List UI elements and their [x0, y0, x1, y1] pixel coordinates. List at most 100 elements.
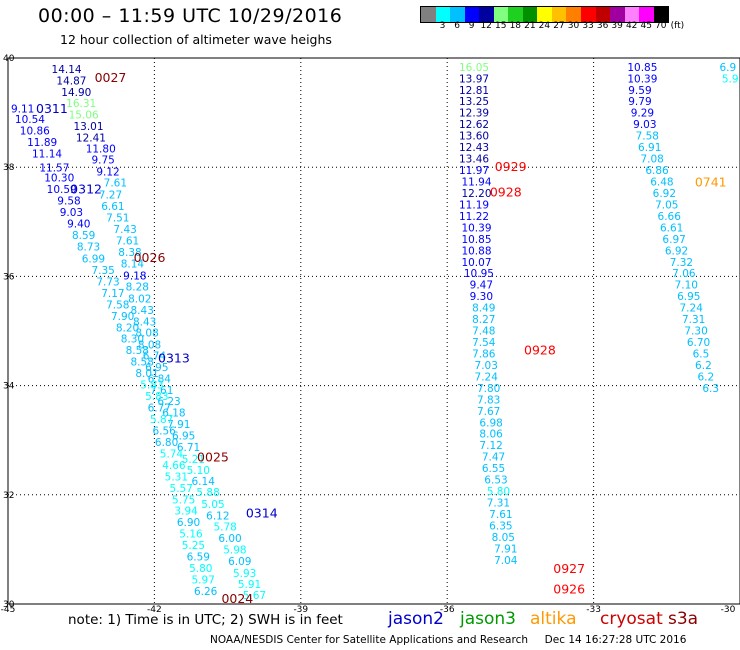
pass-time-label: 0024 [221, 591, 253, 606]
legend-label: 30 [567, 21, 580, 31]
wave-height-value: 10.39 [627, 73, 657, 85]
wave-height-value: 3.94 [174, 506, 198, 518]
x-tick-label: -30 [721, 605, 736, 615]
page-subtitle: 12 hour collection of altimeter wave hei… [60, 32, 332, 47]
wave-height-value: 6.99 [82, 253, 105, 265]
legend-swatch [435, 7, 451, 22]
wave-height-value: 6.86 [645, 165, 669, 177]
legend-label: 70 [655, 21, 667, 31]
x-tick-label: -42 [147, 605, 162, 615]
legend-label: 18 [509, 21, 522, 31]
wave-height-value: 8.43 [133, 316, 156, 328]
wave-height-value: 9.29 [631, 108, 654, 120]
wave-height-value: 8.08 [135, 328, 158, 340]
wave-height-value: 7.06 [672, 268, 696, 280]
wave-height-value: 13.60 [459, 131, 489, 143]
wave-height-value: 10.95 [464, 268, 494, 280]
wave-height-value: 7.61 [150, 385, 173, 397]
wave-height-value: 7.90 [111, 311, 134, 323]
wave-height-value: 6.35 [489, 520, 512, 532]
wave-height-value: 6.84 [148, 374, 172, 386]
wave-height-value: 5.05 [201, 499, 224, 511]
x-tick-label: -33 [586, 605, 601, 615]
wave-height-value: 10.86 [20, 126, 50, 138]
pass-time-label: 0025 [197, 450, 229, 465]
wave-height-value: 6.70 [687, 337, 710, 349]
wave-height-value: 8.14 [121, 258, 145, 270]
pass-time-label: 0926 [553, 581, 585, 596]
wave-height-value: 6.77 [148, 403, 171, 415]
wave-height-value: 16.05 [459, 62, 489, 74]
wave-height-value: 10.85 [627, 62, 657, 74]
plot-frame [7, 57, 740, 605]
wave-height-value: 10.54 [15, 114, 45, 126]
wave-height-value: 11.19 [459, 199, 489, 211]
wave-height-value: 7.31 [487, 498, 510, 510]
wave-height-value: 5.80 [487, 486, 510, 498]
wave-height-value: 6.74 [143, 351, 167, 363]
wave-height-value: 7.73 [96, 276, 119, 288]
mission-label-altika: altika [530, 609, 577, 629]
wave-height-value: 6.98 [479, 417, 502, 429]
wave-height-value: 14.87 [56, 75, 86, 87]
wave-height-value: 7.91 [167, 419, 190, 431]
wave-height-value: 7.61 [489, 509, 512, 521]
legend-swatch [653, 7, 669, 22]
wave-height-value: 9.11 [11, 103, 34, 115]
wave-height-value: 6.92 [665, 245, 688, 257]
wave-height-value: 8.27 [472, 314, 495, 326]
color-scale-labels: 3 6 9 12 15 18 21 24 27 30 33 36 39 42 45 70 (ft) [420, 21, 740, 35]
wave-height-value: 11.94 [461, 176, 491, 188]
wave-height-value: 6.48 [650, 176, 673, 188]
wave-height-value: 7.80 [477, 383, 500, 395]
wave-height-value: 8.30 [121, 334, 144, 346]
pass-time-label: 0313 [158, 350, 190, 365]
legend-swatch [610, 7, 625, 22]
wave-height-value: 9.12 [96, 167, 119, 179]
pass-time-label: 0927 [553, 561, 585, 576]
wave-height-value: 6.14 [192, 476, 216, 488]
wave-height-value: 12.41 [76, 132, 106, 144]
wave-height-value: 9.03 [60, 207, 83, 219]
wave-height-value: 7.51 [106, 213, 129, 225]
wave-height-value: 6.80 [155, 437, 178, 449]
legend-swatch [595, 7, 611, 22]
wave-height-value: 7.31 [682, 314, 705, 326]
y-tick-label: 40 [3, 54, 15, 64]
wave-height-value: 10.30 [44, 173, 74, 185]
wave-height-value: 16.31 [66, 98, 96, 110]
wave-height-value: 8.08 [138, 340, 161, 352]
wave-height-value: 7.86 [472, 348, 496, 360]
pass-time-label: 0741 [695, 175, 727, 190]
wave-height-value: 7.10 [675, 280, 698, 292]
wave-height-value: 6.92 [653, 188, 676, 200]
legend-swatch [493, 7, 509, 22]
wave-height-value: 6.00 [218, 533, 241, 545]
wave-height-value: 6.71 [177, 442, 200, 454]
wave-height-value: 7.30 [684, 326, 707, 338]
wave-height-value: 7.12 [479, 440, 502, 452]
wave-height-value: 7.17 [101, 288, 124, 300]
wave-height-value: 6.5 [693, 348, 710, 360]
wave-height-value: 8.43 [131, 305, 154, 317]
wave-height-value: 14.14 [52, 64, 82, 76]
legend-label: 21 [524, 21, 536, 31]
wave-height-value: 7.58 [106, 299, 129, 311]
wave-height-value: 7.24 [475, 371, 499, 383]
wave-height-value: 8.49 [472, 303, 495, 315]
wave-height-value: 8.06 [479, 429, 503, 441]
legend-swatch [508, 7, 523, 22]
wave-height-value: 6.95 [172, 430, 195, 442]
wave-height-value: 7.35 [91, 265, 114, 277]
wave-height-value: 6.90 [177, 517, 200, 529]
page-title: 00:00 – 11:59 UTC 10/29/2016 [38, 5, 343, 27]
legend-label: 6 [454, 21, 460, 31]
wave-height-value: 7.32 [670, 257, 693, 269]
pass-time-label: 0928 [524, 343, 556, 358]
wave-height-value: 11.22 [459, 211, 489, 223]
wave-height-value: 6.18 [162, 407, 185, 419]
wave-height-value: 8.58 [126, 345, 149, 357]
wave-height-value: 6.91 [638, 142, 661, 154]
x-tick-label: -36 [440, 605, 455, 615]
mission-label-s3a: s3a [668, 609, 699, 629]
